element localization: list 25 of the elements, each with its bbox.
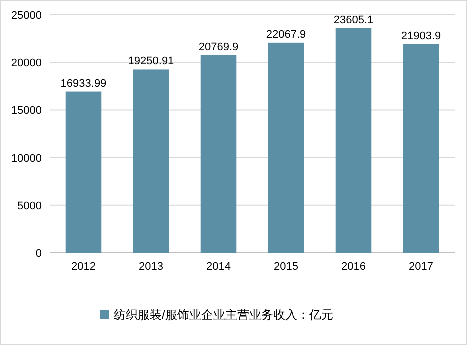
y-tick-label: 20000 bbox=[11, 58, 42, 70]
data-label: 20769.9 bbox=[198, 41, 239, 54]
y-tick-label: 10000 bbox=[11, 152, 42, 165]
bar bbox=[403, 44, 440, 253]
y-tick-label: 5000 bbox=[18, 200, 42, 212]
x-tick-label: 2016 bbox=[342, 261, 366, 273]
bar bbox=[268, 42, 304, 253]
data-label: 23605.1 bbox=[334, 14, 374, 26]
legend: 纺织服装/服饰业企业主营业务收入：亿元 bbox=[100, 308, 334, 322]
bar bbox=[133, 70, 170, 253]
x-tick-label: 2017 bbox=[409, 261, 434, 273]
data-label: 16933.99 bbox=[60, 78, 107, 90]
bar bbox=[200, 55, 237, 253]
x-tick-label: 2014 bbox=[206, 261, 231, 273]
y-tick-label: 15000 bbox=[11, 105, 42, 118]
data-label: 21903.9 bbox=[401, 30, 442, 42]
y-tick-label: 0 bbox=[36, 248, 42, 260]
bar bbox=[66, 92, 102, 253]
data-label: 19250.91 bbox=[128, 56, 174, 68]
x-tick-label: 2013 bbox=[139, 261, 164, 273]
bar bbox=[336, 28, 372, 253]
x-tick-label: 2015 bbox=[274, 261, 298, 273]
x-tick-label: 2012 bbox=[72, 261, 96, 273]
y-tick-label: 25000 bbox=[11, 10, 42, 22]
data-label: 22067.9 bbox=[266, 28, 306, 41]
